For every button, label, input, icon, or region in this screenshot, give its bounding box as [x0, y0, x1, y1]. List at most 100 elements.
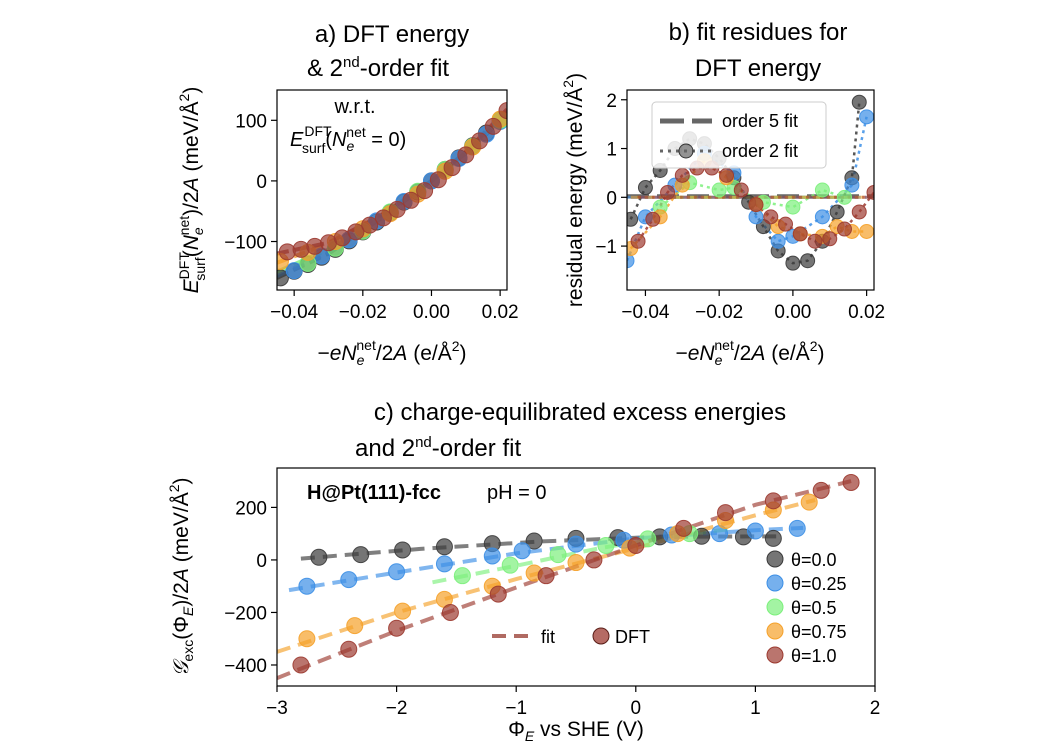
panel-a: a) DFT energy & 2nd-order fit w.r.t. EDF… [176, 21, 519, 368]
panel-b-title-line1: b) fit residues for [669, 19, 848, 46]
data-point [567, 535, 585, 553]
x-tick-label: 0.00 [774, 302, 811, 323]
data-point [785, 255, 801, 271]
data-point [851, 204, 867, 220]
data-point [785, 199, 801, 215]
panel-c-style-legend: fit DFT [492, 627, 650, 647]
data-point [394, 541, 412, 559]
y-tick-label: −1 [595, 237, 617, 258]
data-point [800, 493, 818, 511]
y-tick-label: 2 [606, 91, 617, 112]
data-point [513, 542, 531, 560]
panel-c-annotation-system: H@Pt(111)-fcc [307, 482, 441, 504]
order2-legend-marker [678, 143, 694, 159]
data-point [388, 200, 406, 218]
panel-a-annotation-line1: w.r.t. [333, 96, 375, 118]
panel-a-title-line1: a) DFT energy [315, 21, 469, 48]
data-point [347, 223, 365, 241]
data-point [627, 211, 639, 227]
y-tick-label: 1 [606, 140, 617, 161]
panel-c: c) charge-equilibrated excess energies a… [166, 399, 880, 744]
data-point [851, 94, 867, 110]
data-point [788, 519, 806, 537]
data-point [340, 571, 358, 589]
data-point [483, 547, 501, 565]
data-point [374, 209, 392, 227]
panel-a-annotation-line2: EDFT surf(Nenet = 0) [290, 123, 406, 156]
data-point [807, 233, 823, 249]
data-point [844, 177, 860, 193]
data-point [292, 656, 310, 674]
data-point [770, 233, 786, 249]
panel-c-series-legend: θ=0.0 θ=0.25 θ=0.5 θ=0.75 θ=1.0 [766, 550, 847, 666]
data-point [498, 102, 507, 120]
data-point [489, 585, 507, 603]
x-tick-label: −3 [266, 698, 288, 719]
legend-label: θ=0.5 [791, 598, 837, 618]
panel-b-legend: order 5 fit order 2 fit [651, 101, 827, 169]
panel-a-ylabel: EDFTsurf(Nenet)/2A (meV/Å2) [176, 87, 208, 294]
order2-legend-label: order 2 fit [722, 141, 798, 161]
panel-c-frame [276, 467, 876, 687]
panel-c-ticks: −3 −2 −1 0 1 2 −400 −200 0 200 [224, 498, 880, 719]
data-point [719, 167, 735, 183]
data-point [866, 184, 874, 200]
legend-marker [766, 646, 784, 664]
legend-marker [766, 550, 784, 568]
panel-b-frame [626, 89, 875, 291]
data-point [842, 473, 860, 491]
data-point [717, 504, 734, 522]
data-point [812, 481, 830, 499]
panel-b: b) fit residues for DFT energy order 5 f… [560, 19, 885, 368]
data-point [630, 233, 646, 249]
data-point [361, 216, 379, 234]
y-tick-label: 100 [235, 111, 267, 132]
data-point [746, 522, 764, 540]
x-tick-label: −2 [386, 698, 408, 719]
data-point [675, 519, 693, 537]
fit-legend-label: fit [541, 627, 555, 647]
data-point [501, 556, 519, 574]
data-point [346, 617, 364, 635]
data-point [711, 182, 727, 198]
data-point [645, 211, 661, 227]
data-point [800, 253, 816, 269]
data-point [778, 216, 794, 232]
data-point [764, 529, 782, 547]
data-point [457, 146, 475, 164]
legend-label: θ=1.0 [791, 646, 837, 666]
panel-b-title-line2: DFT energy [695, 55, 821, 82]
data-point [292, 240, 310, 258]
data-point [549, 546, 567, 564]
data-point [352, 546, 370, 564]
data-point [310, 548, 328, 566]
panel-c-plot [277, 473, 860, 680]
y-tick-label: 0 [256, 551, 267, 572]
panel-b-ylabel: residual energy (meV/Å2) [560, 73, 587, 307]
data-point [429, 171, 447, 189]
y-tick-label: −400 [224, 656, 267, 677]
data-point [597, 536, 615, 554]
y-tick-label: 200 [235, 498, 267, 519]
panel-a-xlabel: −eNenet/2A (e/Å2) [317, 337, 466, 368]
data-point [567, 554, 585, 572]
order5-legend-label: order 5 fit [722, 111, 798, 131]
x-tick-label: −0.02 [695, 302, 743, 323]
data-point [814, 182, 830, 198]
data-point [394, 602, 412, 620]
data-point [822, 231, 838, 247]
panel-b-ticks: −0.04 −0.02 0.00 0.02 −1 0 1 2 [595, 91, 885, 323]
x-tick-label: 0.02 [482, 302, 519, 323]
panel-c-annotation-ph: pH = 0 [487, 482, 546, 504]
data-point [435, 555, 453, 573]
data-point [837, 221, 853, 237]
data-point [435, 538, 453, 556]
data-point [859, 109, 874, 125]
legend-label: θ=0.75 [791, 622, 847, 642]
data-point [829, 204, 845, 220]
legend-marker [766, 598, 784, 616]
data-point [627, 253, 635, 269]
data-point [388, 563, 406, 581]
data-point [748, 197, 764, 213]
